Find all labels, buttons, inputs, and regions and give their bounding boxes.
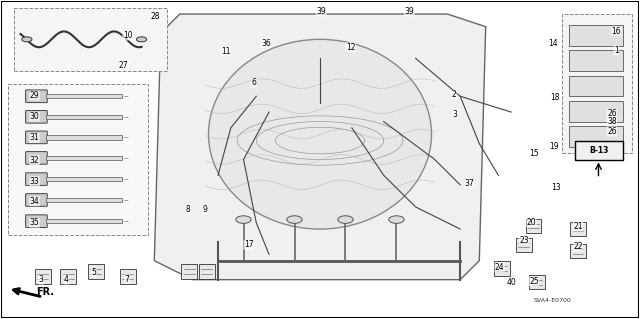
- Ellipse shape: [209, 39, 431, 229]
- Text: 10: 10: [123, 31, 132, 40]
- Bar: [46, 219, 122, 223]
- FancyBboxPatch shape: [26, 90, 47, 103]
- Text: 39: 39: [404, 7, 414, 16]
- FancyBboxPatch shape: [516, 238, 532, 252]
- Text: 14: 14: [548, 39, 558, 48]
- FancyBboxPatch shape: [525, 219, 541, 233]
- Text: 32: 32: [29, 156, 39, 165]
- Text: 38: 38: [607, 117, 617, 126]
- FancyBboxPatch shape: [26, 215, 47, 227]
- Text: 13: 13: [551, 183, 561, 192]
- Bar: [46, 198, 122, 202]
- Text: 36: 36: [261, 39, 271, 48]
- Bar: [575, 141, 623, 160]
- Bar: [46, 115, 122, 119]
- Text: 9: 9: [203, 205, 208, 214]
- Text: 19: 19: [550, 142, 559, 151]
- FancyBboxPatch shape: [120, 269, 136, 284]
- Circle shape: [136, 37, 147, 42]
- Text: 30: 30: [29, 112, 40, 121]
- Text: SVA4-E0700: SVA4-E0700: [534, 298, 572, 303]
- Circle shape: [287, 216, 302, 223]
- Text: 40: 40: [506, 278, 516, 287]
- Circle shape: [389, 216, 404, 223]
- FancyBboxPatch shape: [568, 76, 623, 96]
- FancyBboxPatch shape: [493, 262, 509, 276]
- FancyBboxPatch shape: [35, 269, 51, 284]
- FancyBboxPatch shape: [26, 131, 47, 144]
- Text: 28: 28: [151, 12, 161, 21]
- Bar: [14, 8, 167, 71]
- Text: 4: 4: [64, 275, 69, 284]
- FancyBboxPatch shape: [181, 264, 197, 279]
- FancyBboxPatch shape: [198, 264, 214, 279]
- Bar: [46, 94, 122, 99]
- Text: 5: 5: [92, 268, 96, 277]
- Text: 29: 29: [29, 91, 39, 100]
- Text: FR.: FR.: [36, 287, 54, 297]
- Text: 23: 23: [519, 236, 529, 245]
- Text: 12: 12: [346, 43, 355, 52]
- FancyBboxPatch shape: [26, 110, 47, 123]
- Bar: [46, 156, 122, 160]
- Text: 15: 15: [529, 149, 539, 158]
- Text: 7: 7: [125, 275, 129, 284]
- Text: 17: 17: [244, 241, 253, 249]
- Text: 8: 8: [186, 205, 191, 214]
- Text: 6: 6: [252, 78, 256, 87]
- Text: 37: 37: [465, 179, 475, 188]
- Text: 18: 18: [550, 93, 559, 102]
- FancyBboxPatch shape: [568, 25, 623, 46]
- FancyBboxPatch shape: [568, 101, 623, 122]
- Bar: [46, 135, 122, 140]
- Text: 35: 35: [29, 218, 40, 227]
- Circle shape: [22, 37, 32, 42]
- FancyBboxPatch shape: [570, 244, 586, 258]
- FancyBboxPatch shape: [568, 50, 623, 71]
- Text: 3: 3: [38, 275, 44, 284]
- Text: 33: 33: [29, 176, 40, 186]
- Text: 22: 22: [573, 242, 583, 251]
- Polygon shape: [154, 14, 486, 280]
- Text: B-13: B-13: [589, 146, 608, 155]
- Text: 3: 3: [452, 110, 458, 119]
- Text: 39: 39: [316, 7, 326, 16]
- Text: 27: 27: [119, 61, 129, 70]
- FancyBboxPatch shape: [26, 152, 47, 164]
- FancyBboxPatch shape: [88, 264, 104, 279]
- Text: 24: 24: [495, 263, 504, 271]
- Text: 25: 25: [529, 277, 539, 286]
- Text: 20: 20: [527, 218, 536, 226]
- Text: 1: 1: [614, 46, 619, 55]
- FancyBboxPatch shape: [568, 126, 623, 147]
- Circle shape: [236, 216, 251, 223]
- Text: 31: 31: [29, 133, 39, 143]
- FancyBboxPatch shape: [570, 222, 586, 236]
- Bar: [8, 84, 148, 235]
- Text: 26: 26: [607, 109, 617, 118]
- Text: 11: 11: [221, 47, 230, 56]
- Circle shape: [338, 216, 353, 223]
- FancyBboxPatch shape: [26, 173, 47, 185]
- Text: 16: 16: [611, 27, 621, 36]
- Text: 26: 26: [607, 127, 617, 136]
- Text: 34: 34: [29, 197, 40, 206]
- FancyBboxPatch shape: [60, 269, 76, 284]
- Text: 2: 2: [451, 90, 456, 99]
- Bar: [562, 14, 632, 153]
- FancyBboxPatch shape: [26, 194, 47, 206]
- FancyBboxPatch shape: [529, 275, 545, 289]
- Text: 21: 21: [573, 222, 583, 231]
- Bar: [46, 177, 122, 181]
